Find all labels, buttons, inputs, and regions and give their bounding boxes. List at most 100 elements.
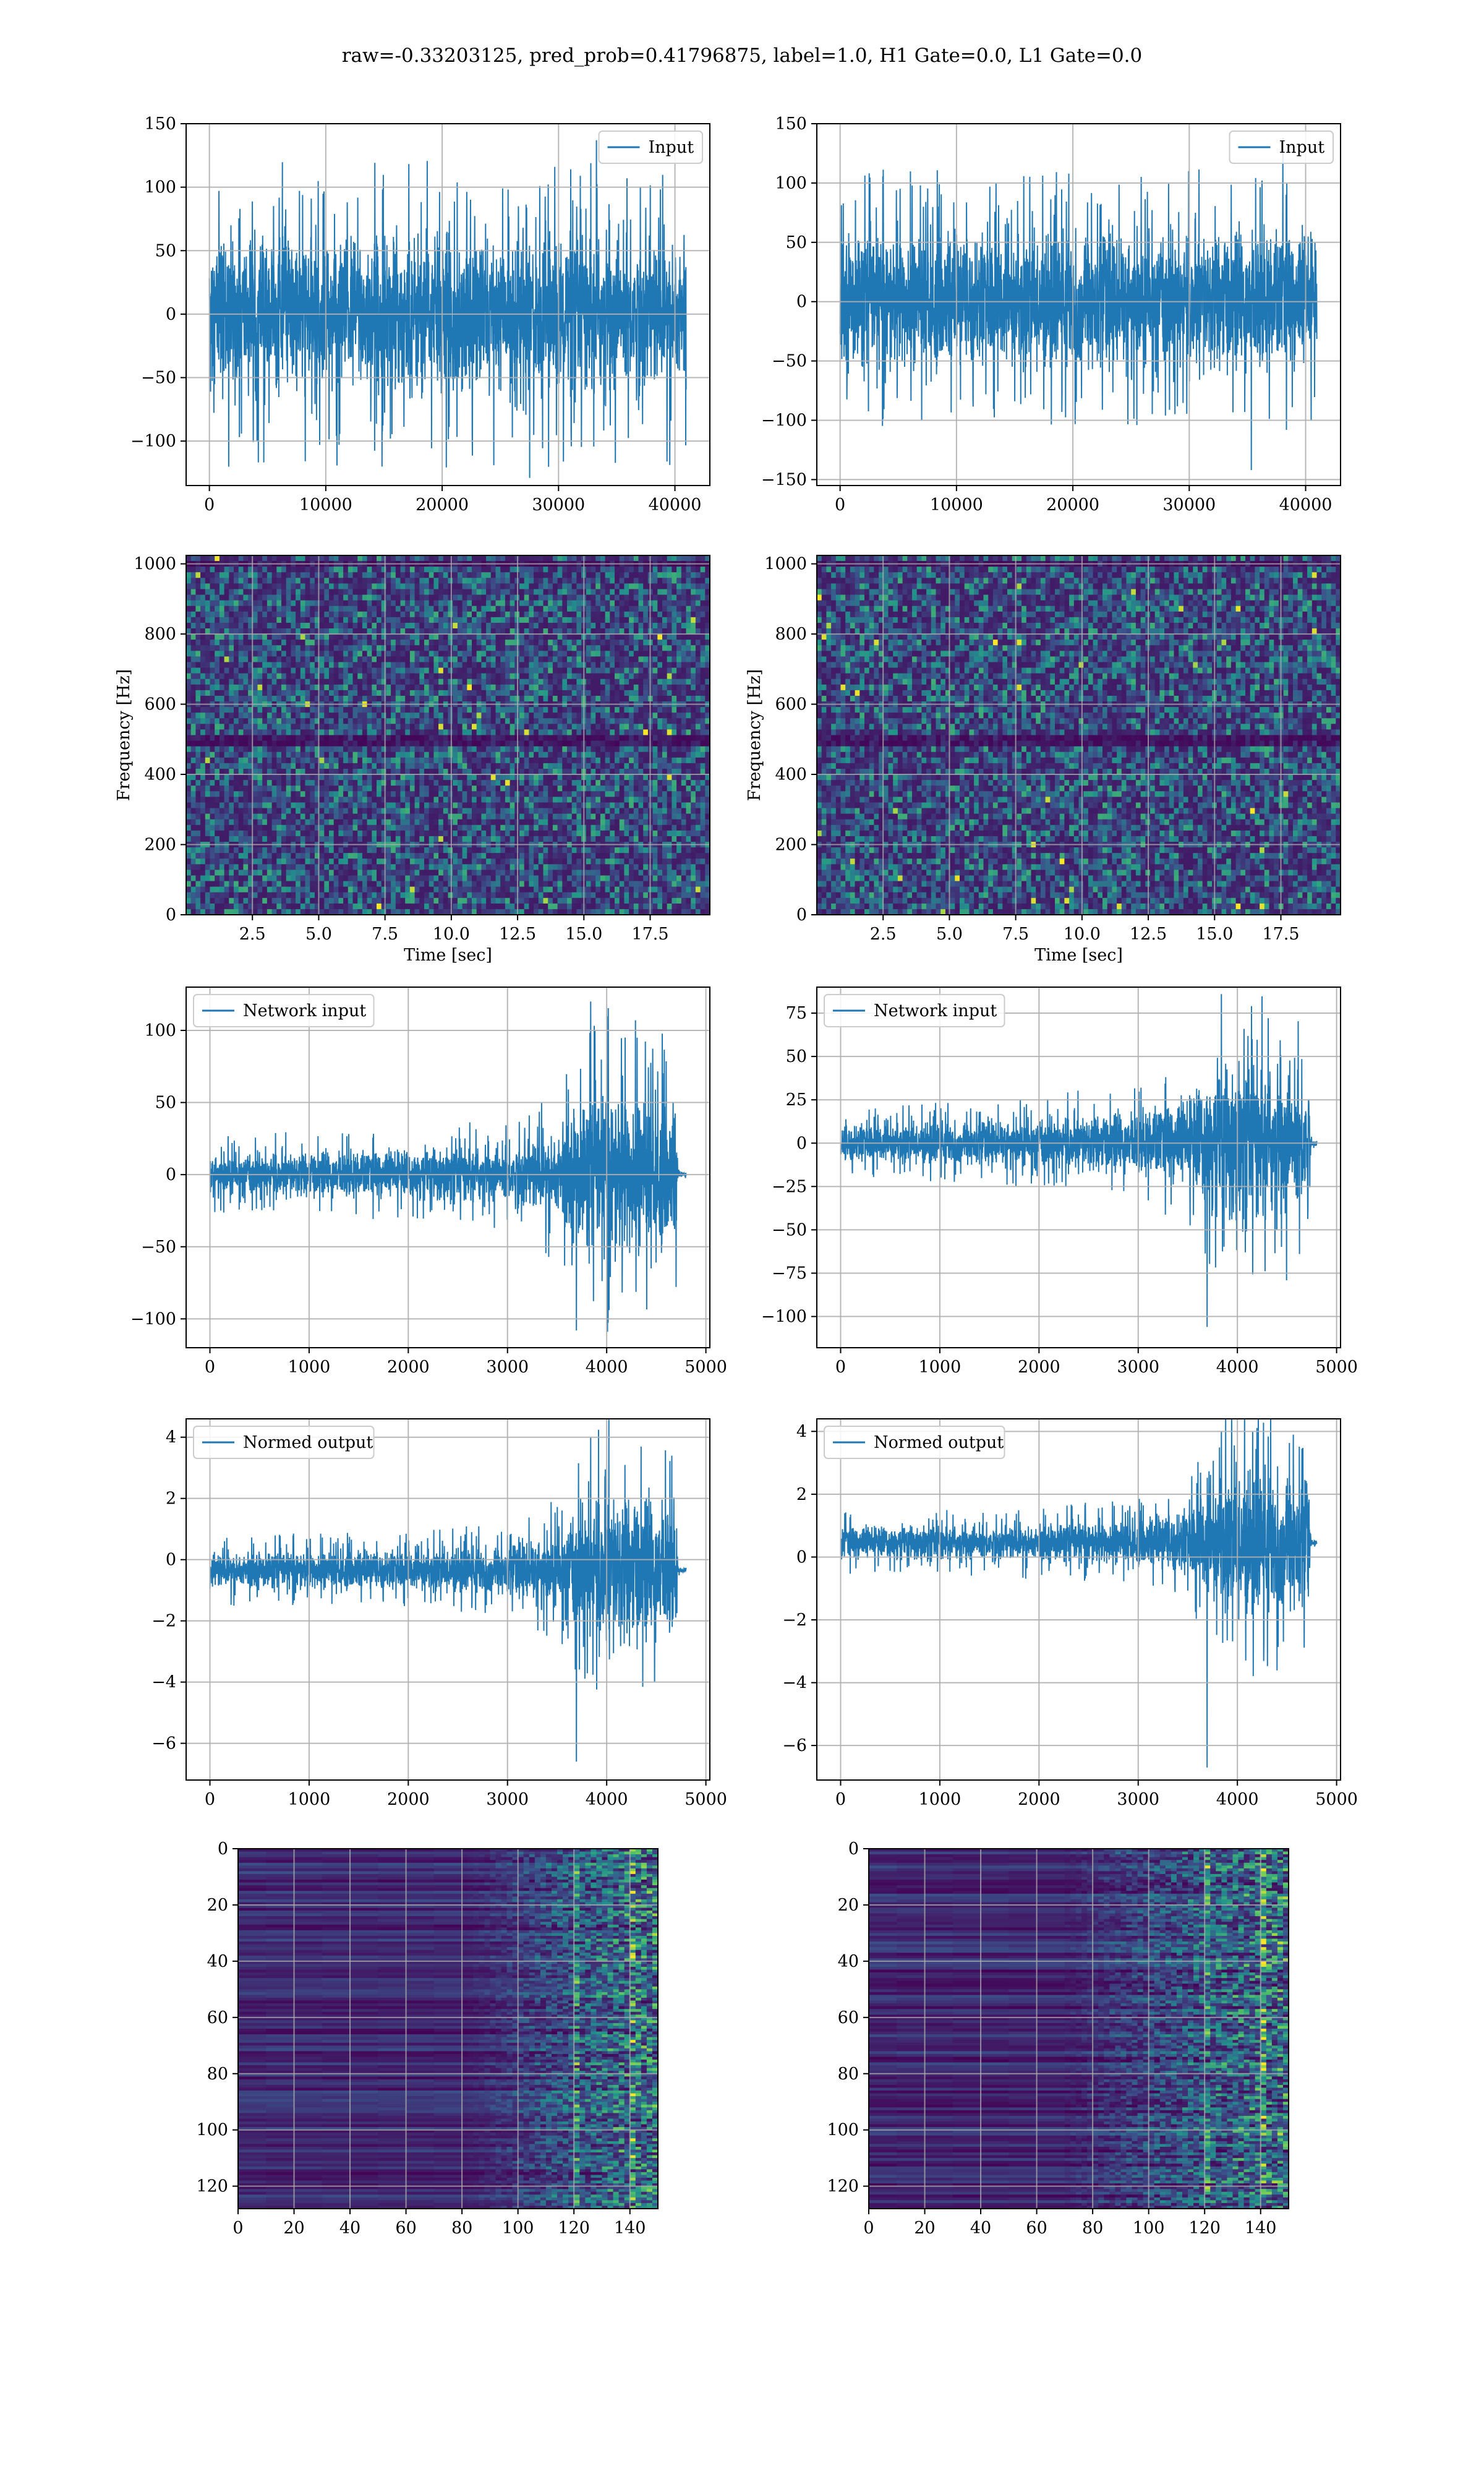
spectrogram-cell (467, 583, 472, 590)
spectrogram-cell (276, 572, 282, 578)
spectrogram-cell (333, 606, 339, 612)
spectrogram-cell (215, 690, 220, 696)
spectrogram-cell (652, 724, 658, 730)
spectrogram-cell (281, 656, 287, 663)
spectrogram-cell (700, 656, 706, 663)
spectrogram-cell (672, 690, 677, 696)
spectrogram-cell (633, 763, 639, 769)
spectrogram-cell (414, 645, 420, 651)
spectrogram-cell (296, 740, 301, 747)
spectrogram-cell (629, 622, 634, 629)
spectrogram-cell (352, 695, 358, 702)
spectrogram-cell (667, 757, 672, 764)
spectrogram-cell (238, 673, 244, 680)
spectrogram-cell (453, 713, 458, 719)
spectrogram-cell (652, 583, 658, 590)
spectrogram-cell (529, 757, 534, 764)
spectrogram-cell (238, 797, 244, 803)
spectrogram-cell (595, 763, 601, 769)
spectrogram-cell (552, 578, 558, 584)
spectrogram-cell (633, 707, 639, 713)
spectrogram-cell (586, 724, 592, 730)
spectrogram-cell (495, 757, 501, 764)
spectrogram-cell (343, 572, 349, 578)
spectrogram-cell (372, 768, 377, 775)
spectrogram-cell (424, 589, 430, 596)
spectrogram-cell (343, 617, 349, 623)
spectrogram-cell (262, 713, 268, 719)
spectrogram-cell (705, 600, 710, 607)
spectrogram-cell (324, 611, 330, 618)
spectrogram-cell (476, 567, 482, 573)
spectrogram-cell (362, 611, 368, 618)
spectrogram-cell (538, 651, 544, 657)
spectrogram-cell (662, 757, 668, 764)
spectrogram-cell (524, 656, 529, 663)
spectrogram-cell (686, 695, 691, 702)
spectrogram-cell (571, 651, 577, 657)
spectrogram-cell (300, 656, 306, 663)
spectrogram-cell (495, 735, 501, 742)
spectrogram-cell (381, 690, 386, 696)
spectrogram-cell (619, 583, 625, 590)
spectrogram-cell (296, 572, 301, 578)
spectrogram-cell (362, 583, 368, 590)
spectrogram-cell (291, 583, 296, 590)
spectrogram-cell (391, 713, 396, 719)
spectrogram-cell (543, 611, 548, 618)
spectrogram-cell (190, 617, 196, 623)
spectrogram-cell (548, 791, 553, 797)
spectrogram-cell (329, 662, 335, 669)
spectrogram-cell (681, 774, 687, 781)
spectrogram-cell (624, 583, 629, 590)
spectrogram-cell (248, 622, 254, 629)
spectrogram-cell (595, 572, 601, 578)
spectrogram-cell (705, 763, 710, 769)
spectrogram-cell (519, 678, 525, 685)
spectrogram-cell (252, 640, 258, 646)
spectrogram-cell (234, 757, 239, 764)
spectrogram-cell (676, 589, 682, 596)
spectrogram-cell (467, 684, 472, 691)
spectrogram-cell (291, 645, 296, 651)
spectrogram-cell (367, 656, 372, 663)
spectrogram-cell (695, 780, 701, 786)
spectrogram-cell (419, 780, 425, 786)
spectrogram-cell (505, 583, 511, 590)
spectrogram-cell (300, 628, 306, 635)
spectrogram-cell (672, 622, 677, 629)
spectrogram-cell (595, 695, 601, 702)
spectrogram-cell (705, 617, 710, 623)
spectrogram-cell (438, 713, 444, 719)
spectrogram-cell (605, 780, 610, 786)
spectrogram-cell (324, 774, 330, 781)
spectrogram-cell (190, 768, 196, 775)
spectrogram-cell (562, 640, 568, 646)
spectrogram-cell (352, 763, 358, 769)
spectrogram-cell (338, 678, 344, 685)
spectrogram-cell (296, 667, 301, 674)
spectrogram-cell (386, 622, 391, 629)
spectrogram-cell (638, 791, 644, 797)
spectrogram-cell (343, 774, 349, 781)
spectrogram-cell (605, 589, 610, 596)
spectrogram-cell (300, 695, 306, 702)
spectrogram-cell (453, 662, 458, 669)
spectrogram-cell (271, 713, 277, 719)
spectrogram-cell (267, 662, 273, 669)
spectrogram-cell (619, 740, 625, 747)
spectrogram-cell (524, 673, 529, 680)
spectrogram-cell (691, 791, 696, 797)
spectrogram-cell (638, 583, 644, 590)
spectrogram-cell (562, 617, 568, 623)
spectrogram-cell (457, 695, 463, 702)
spectrogram-cell (195, 684, 201, 691)
spectrogram-cell (476, 751, 482, 758)
spectrogram-cell (348, 735, 354, 742)
spectrogram-cell (543, 589, 548, 596)
spectrogram-cell (619, 684, 625, 691)
spectrogram-cell (490, 791, 497, 797)
spectrogram-cell (433, 763, 439, 769)
spectrogram-cell (190, 713, 196, 719)
spectrogram-cell (343, 611, 349, 618)
